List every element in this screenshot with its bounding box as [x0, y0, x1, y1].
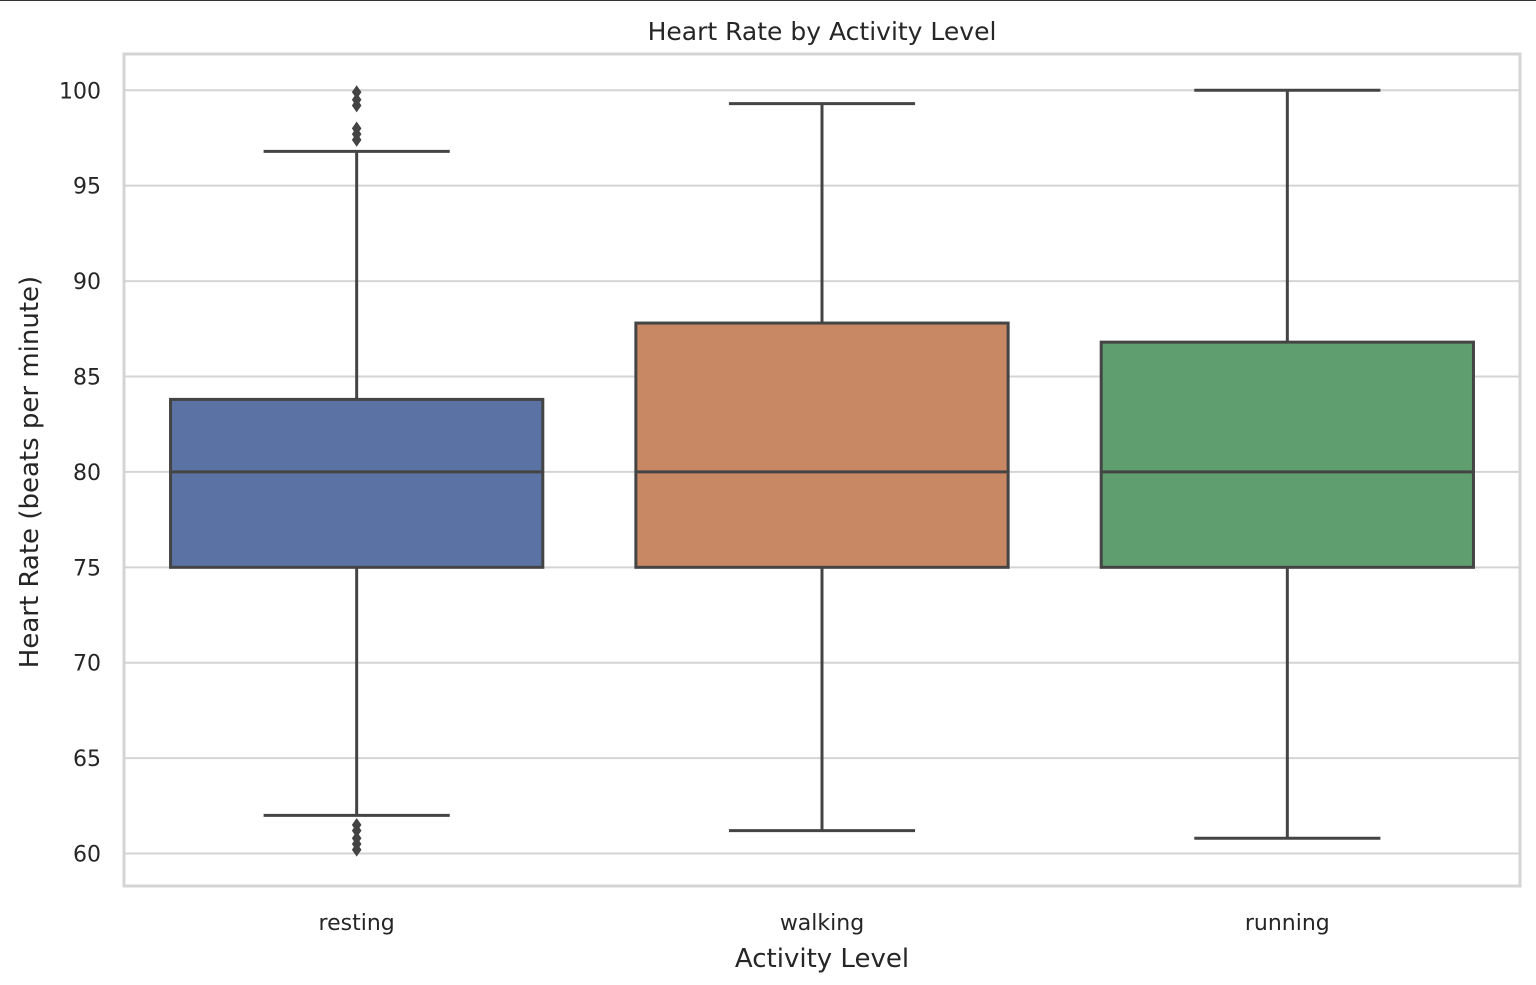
- box-group-running: [1099, 88, 1475, 840]
- outlier-point-resting-5: [351, 85, 362, 100]
- top-border-line: [0, 0, 1536, 1]
- outlier-point-resting-10: [351, 818, 362, 832]
- x-tick-labels: resting walking running: [319, 911, 1330, 936]
- outlier-point-resting-2: [351, 121, 362, 136]
- y-tick-label-80: 80: [73, 461, 101, 486]
- box-resting: [169, 397, 545, 569]
- x-axis-label: Activity Level: [735, 944, 909, 974]
- y-tick-label-95: 95: [73, 175, 101, 200]
- y-axis-label: Heart Rate (beats per minute): [15, 276, 45, 668]
- y-tick-label-85: 85: [73, 365, 101, 390]
- outlier-point-resting-8: [351, 831, 362, 846]
- x-tick-label-walking: walking: [780, 911, 864, 936]
- box-walking: [634, 321, 1010, 569]
- box-group-resting: [169, 85, 545, 857]
- y-tick-label-70: 70: [73, 652, 101, 677]
- y-tick-label-60: 60: [73, 843, 101, 868]
- outlier-point-resting-4: [351, 92, 362, 107]
- boxes: [169, 85, 1475, 857]
- plot-frame: [122, 52, 1522, 888]
- y-tick-label-75: 75: [73, 556, 101, 581]
- x-tick-label-resting: resting: [319, 911, 395, 936]
- y-tick-label-100: 100: [59, 79, 101, 104]
- y-tick-labels: 60 65 70 75 80 85 90 95 100: [59, 79, 101, 867]
- x-tick-label-running: running: [1245, 911, 1330, 936]
- box-running: [1099, 340, 1475, 569]
- y-tick-label-65: 65: [73, 747, 101, 772]
- box-group-walking: [634, 102, 1010, 833]
- chart-title: Heart Rate by Activity Level: [648, 17, 997, 46]
- y-tick-label-90: 90: [73, 270, 101, 295]
